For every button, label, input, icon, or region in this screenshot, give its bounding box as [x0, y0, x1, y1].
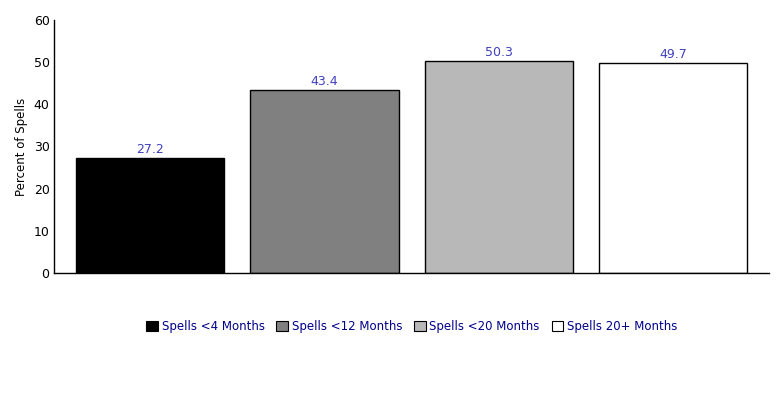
Y-axis label: Percent of Spells: Percent of Spells — [15, 97, 28, 196]
Bar — [76, 158, 224, 273]
Text: 27.2: 27.2 — [136, 143, 164, 156]
Bar — [251, 90, 398, 273]
Legend: Spells <4 Months, Spells <12 Months, Spells <20 Months, Spells 20+ Months: Spells <4 Months, Spells <12 Months, Spe… — [141, 315, 682, 338]
Bar — [599, 63, 747, 273]
Text: 49.7: 49.7 — [659, 48, 687, 61]
Text: 43.4: 43.4 — [310, 75, 339, 88]
Text: 50.3: 50.3 — [485, 46, 513, 59]
Bar — [425, 61, 573, 273]
